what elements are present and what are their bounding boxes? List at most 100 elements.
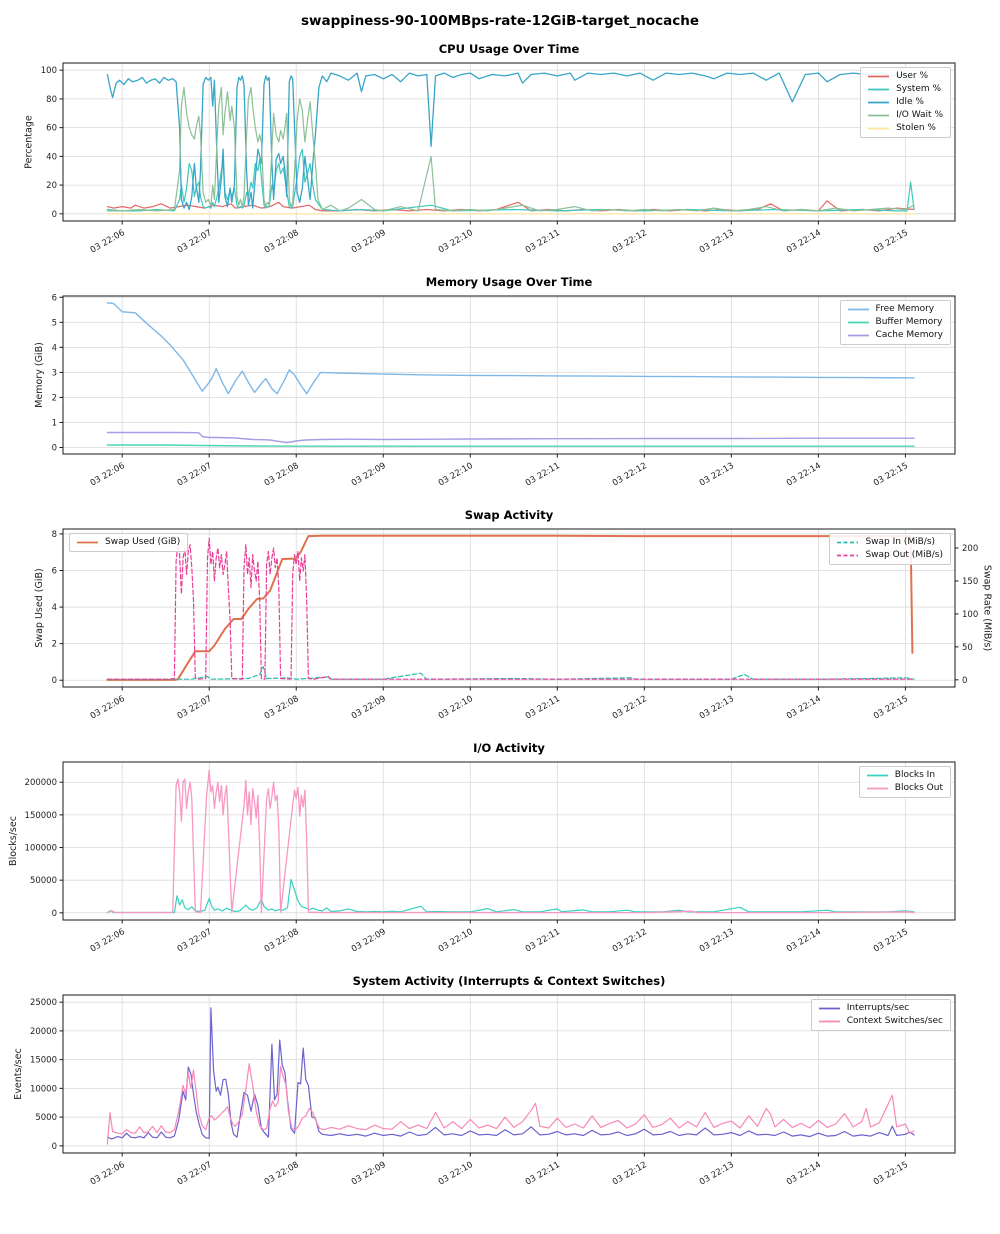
legend-label: User % bbox=[896, 71, 929, 81]
y2-tick-label: 200 bbox=[962, 544, 978, 554]
legend: Free Memory Buffer Memory Cache Memory bbox=[839, 300, 951, 345]
legend: Swap In (MiB/s) Swap Out (MiB/s) bbox=[829, 533, 951, 565]
series-swap-out-mib-s bbox=[106, 537, 915, 680]
chart-title: Memory Usage Over Time bbox=[425, 275, 593, 289]
series-blocks-out bbox=[106, 769, 915, 914]
legend-swatch bbox=[868, 127, 890, 130]
plot-border bbox=[62, 295, 956, 455]
legend-entry: Swap Out (MiB/s) bbox=[835, 549, 943, 562]
x-tick-label: 03 22:10 bbox=[437, 461, 475, 489]
legend-swatch bbox=[818, 1007, 840, 1010]
y-tick-label: 5 bbox=[52, 318, 57, 328]
legend-swatch bbox=[868, 114, 890, 117]
x-tick-label: 03 22:11 bbox=[524, 694, 562, 722]
legend-swatch bbox=[868, 101, 890, 104]
x-tick-label: 03 22:07 bbox=[176, 694, 214, 722]
plot-background bbox=[63, 762, 955, 920]
legend: Interrupts/sec Context Switches/sec bbox=[810, 999, 951, 1031]
chart-swap-activity: Swap Activity 03 22:06 03 22:07 03 22:08 03… bbox=[0, 507, 1000, 740]
series-i-o-wait bbox=[106, 86, 915, 212]
legend-swatch bbox=[868, 75, 890, 78]
legend-label: Swap Used (GiB) bbox=[105, 537, 181, 547]
x-tick-label: 03 22:13 bbox=[698, 228, 736, 256]
legend-swatch bbox=[837, 554, 859, 557]
plot-border bbox=[62, 528, 956, 688]
chart-io-activity: I/O Activity 03 22:06 03 22:07 03 22:08 03 … bbox=[0, 740, 1000, 973]
legend-swatch bbox=[837, 541, 859, 544]
y-axis-label: Memory (GiB) bbox=[34, 342, 45, 408]
x-tick-label: 03 22:13 bbox=[698, 461, 736, 489]
y-tick-label: 80 bbox=[46, 95, 57, 105]
legend: Swap Used (GiB) bbox=[69, 533, 189, 552]
legend-swatch bbox=[847, 308, 869, 311]
y-tick-label: 4 bbox=[52, 603, 57, 613]
legend-swatch bbox=[866, 787, 888, 790]
legend-label: Buffer Memory bbox=[875, 317, 943, 327]
y-tick-label: 2 bbox=[52, 393, 57, 403]
x-tick-label: 03 22:11 bbox=[524, 1160, 562, 1188]
legend-entry: Idle % bbox=[866, 96, 943, 109]
x-tick-label: 03 22:09 bbox=[350, 1160, 388, 1188]
x-tick-label: 03 22:14 bbox=[785, 461, 823, 489]
x-tick-label: 03 22:11 bbox=[524, 228, 562, 256]
legend-swatch bbox=[77, 541, 98, 544]
x-tick-label: 03 22:08 bbox=[263, 461, 301, 489]
x-tick-label: 03 22:11 bbox=[524, 461, 562, 489]
y-tick-label: 0 bbox=[52, 909, 57, 919]
x-tick-label: 03 22:08 bbox=[263, 694, 301, 722]
y-tick-label: 5000 bbox=[35, 1113, 57, 1123]
x-tick-label: 03 22:06 bbox=[89, 1160, 127, 1188]
x-tick-label: 03 22:10 bbox=[437, 694, 475, 722]
legend-swatch bbox=[866, 774, 888, 777]
chart-title: System Activity (Interrupts & Context Sw… bbox=[352, 974, 666, 988]
y-tick-label: 40 bbox=[46, 152, 57, 162]
legend-entry: Stolen % bbox=[866, 122, 943, 135]
chart-title: I/O Activity bbox=[473, 741, 545, 755]
y-tick-label: 10000 bbox=[30, 1084, 57, 1094]
legend-label: Blocks In bbox=[894, 770, 936, 780]
x-tick-label: 03 22:12 bbox=[611, 461, 649, 489]
legend-entry: Blocks Out bbox=[865, 782, 943, 795]
legend-label: Free Memory bbox=[875, 304, 935, 314]
plot-border bbox=[62, 62, 956, 222]
chart-title: CPU Usage Over Time bbox=[438, 42, 580, 56]
series-cache-memory bbox=[106, 431, 915, 444]
x-tick-label: 03 22:13 bbox=[698, 927, 736, 955]
x-tick-label: 03 22:09 bbox=[350, 228, 388, 256]
io-plot-canvas: 03 22:06 03 22:07 03 22:08 03 22:09 03 22:10… bbox=[8, 761, 956, 955]
legend-entry: Swap In (MiB/s) bbox=[835, 536, 943, 549]
y2-tick-label: 100 bbox=[962, 610, 978, 620]
series-blocks-in bbox=[106, 878, 915, 914]
figure-title: swappiness-90-100MBps-rate-12GiB-target_… bbox=[301, 13, 699, 29]
y-axis-label: Blocks/sec bbox=[8, 816, 19, 866]
legend-entry: Blocks In bbox=[865, 769, 943, 782]
y-tick-label: 0 bbox=[52, 1142, 57, 1152]
series-buffer-memory bbox=[106, 444, 915, 447]
legend-entry: Interrupts/sec bbox=[817, 1002, 943, 1015]
swap-plot-canvas: 03 22:06 03 22:07 03 22:08 03 22:09 03 22:10… bbox=[34, 528, 993, 722]
y2-axis-label: Swap Rate (MiB/s) bbox=[982, 565, 993, 651]
plot-border bbox=[62, 761, 956, 921]
y-tick-label: 60 bbox=[46, 124, 57, 134]
x-tick-label: 03 22:11 bbox=[524, 927, 562, 955]
y-axis-label: Events/sec bbox=[13, 1048, 24, 1099]
x-tick-label: 03 22:15 bbox=[872, 1160, 910, 1188]
x-tick-label: 03 22:14 bbox=[785, 927, 823, 955]
y-tick-label: 200000 bbox=[25, 778, 57, 788]
legend-entry: System % bbox=[866, 83, 943, 96]
y2-tick-label: 0 bbox=[962, 676, 967, 686]
x-tick-label: 03 22:10 bbox=[437, 1160, 475, 1188]
x-tick-label: 03 22:09 bbox=[350, 927, 388, 955]
legend-swatch bbox=[868, 88, 890, 91]
x-tick-label: 03 22:07 bbox=[176, 461, 214, 489]
plot-background bbox=[63, 529, 955, 687]
x-tick-label: 03 22:07 bbox=[176, 228, 214, 256]
y-tick-label: 2 bbox=[52, 640, 57, 650]
x-tick-label: 03 22:12 bbox=[611, 228, 649, 256]
x-tick-label: 03 22:07 bbox=[176, 1160, 214, 1188]
x-tick-label: 03 22:06 bbox=[89, 927, 127, 955]
x-tick-label: 03 22:08 bbox=[263, 927, 301, 955]
x-tick-label: 03 22:10 bbox=[437, 927, 475, 955]
y-tick-label: 100000 bbox=[25, 844, 57, 854]
